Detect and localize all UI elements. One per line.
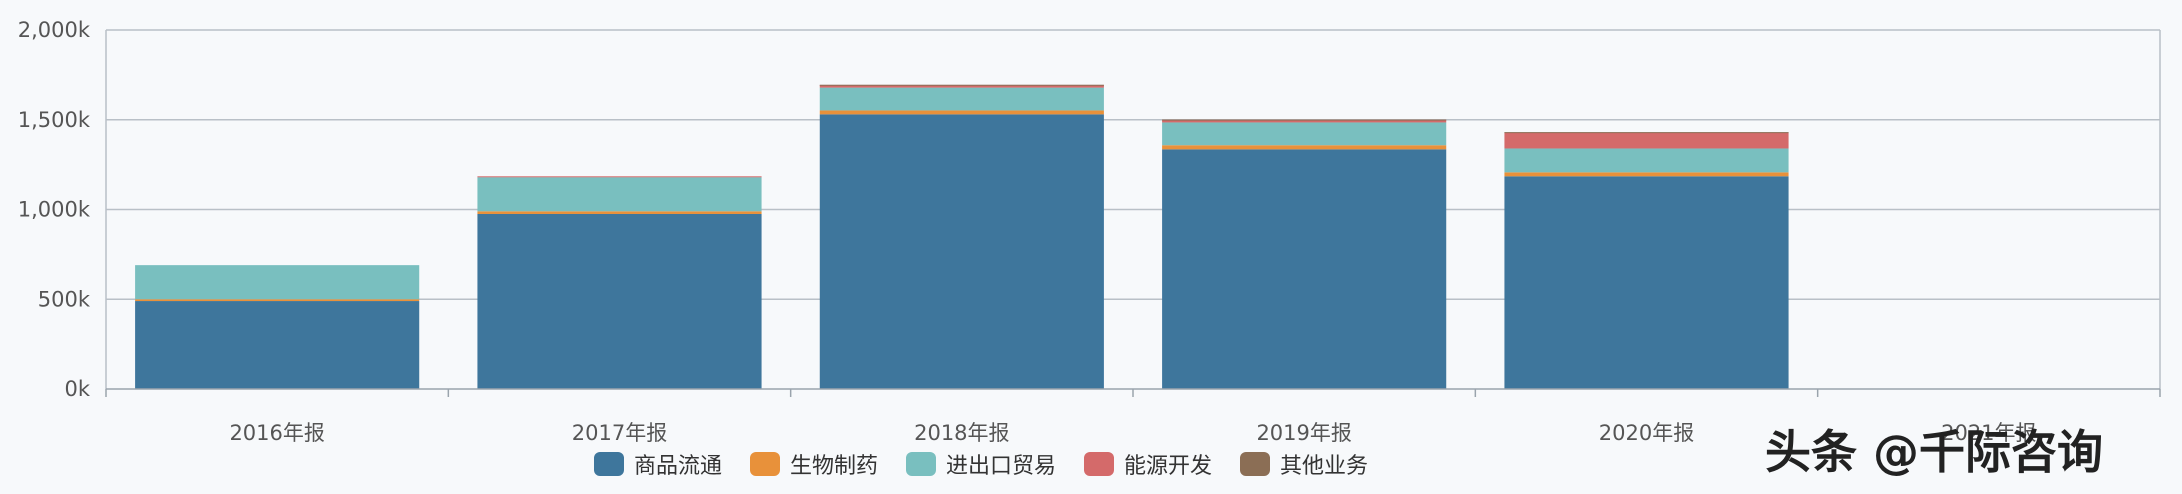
y-tick-label: 500k [38,287,91,311]
bar-segment[interactable] [477,213,762,389]
bar-segment[interactable] [1162,122,1447,146]
bar-segment[interactable] [1162,119,1447,121]
legend-swatch [750,452,780,476]
bar-segment[interactable] [477,176,762,178]
legend-item[interactable]: 其他业务 [1240,452,1368,479]
bar-segment[interactable] [1504,132,1789,134]
x-tick-label: 2016年报 [229,421,324,445]
bar-segment[interactable] [819,84,1104,88]
grid-lines [105,29,2161,389]
bar-segment[interactable] [135,265,420,300]
x-axis: 2016年报 2017年报 2018年报 2019年报 2020年报 2021年报 [105,388,2161,445]
bar-segment[interactable] [819,84,1104,86]
x-tick-label: 2018年报 [914,421,1009,445]
bar-segment[interactable] [819,114,1104,390]
bar-segment[interactable] [1504,172,1789,177]
x-tick-label: 2017年报 [572,421,667,445]
legend-label: 能源开发 [1124,454,1212,479]
legend-item[interactable]: 生物制药 [750,452,878,479]
x-tick-label: 2019年报 [1256,421,1351,445]
legend-item[interactable]: 商品流通 [594,452,722,479]
legend-label: 商品流通 [634,454,722,479]
legend-label: 其他业务 [1280,454,1368,479]
legend-label: 进出口贸易 [946,454,1056,479]
y-tick-label: 1,000k [18,198,91,222]
x-tick-label: 2020年报 [1599,421,1694,445]
bar-segment[interactable] [1504,148,1789,173]
bar-segment[interactable] [1504,176,1789,389]
legend-item[interactable]: 进出口贸易 [906,452,1056,479]
legend-swatch [594,452,624,476]
y-tick-label: 0k [64,377,90,401]
legend: 商品流通 生物制药 进出口贸易 能源开发 其他业务 [594,452,1368,479]
bar-segment[interactable] [135,301,420,389]
legend-label: 生物制药 [790,454,878,479]
y-axis: 0k 500k 1,000k 1,500k 2,000k [18,18,91,401]
bar-segment[interactable] [1162,119,1447,123]
legend-swatch [1084,452,1114,476]
y-tick-label: 2,000k [18,18,91,42]
bar-segment[interactable] [477,177,762,212]
bar-segment[interactable] [819,87,1104,111]
bar-segment[interactable] [1504,132,1789,149]
legend-swatch [906,452,936,476]
bar-segment[interactable] [135,299,420,302]
x-tick-label: 2021年报 [1941,421,2036,445]
legend-item[interactable]: 能源开发 [1084,452,1212,479]
bar-segment[interactable] [1162,145,1447,150]
bars [135,84,1789,390]
y-tick-label: 1,500k [18,108,91,132]
bar-segment[interactable] [819,110,1104,115]
legend-swatch [1240,452,1270,476]
bar-segment[interactable] [1162,149,1447,389]
watermark-text: 头条 @千际咨询 [1765,425,2103,479]
bar-segment[interactable] [477,211,762,214]
